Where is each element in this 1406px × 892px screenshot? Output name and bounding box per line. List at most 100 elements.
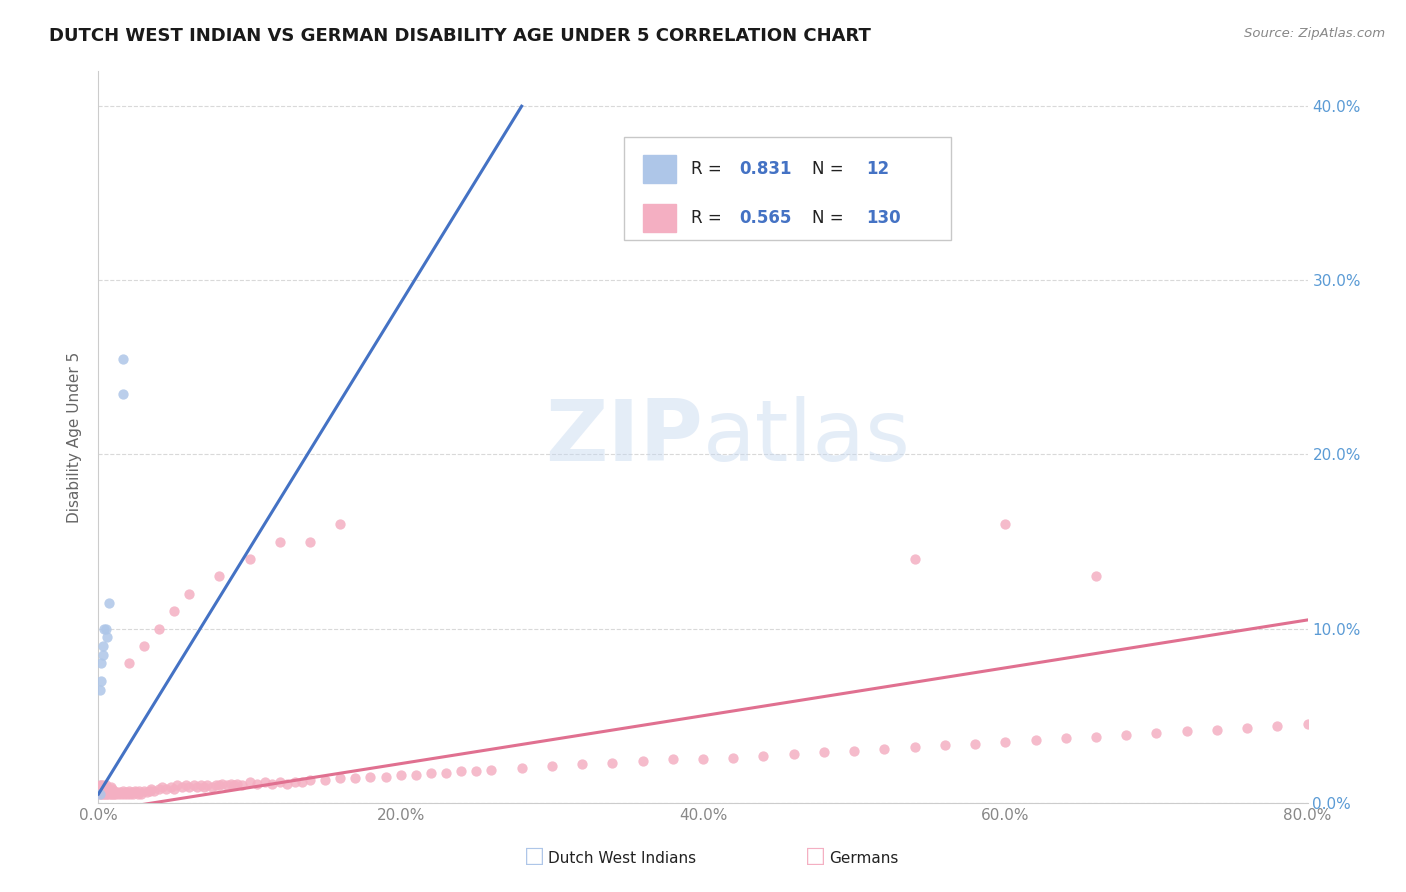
Point [329, 772, 352, 786]
Point [166, 778, 188, 792]
Text: 130: 130 [866, 210, 901, 227]
Point [420, 766, 443, 780]
Point [101, 781, 124, 796]
Point [90, 787, 112, 801]
Point [148, 622, 170, 636]
Point [291, 775, 314, 789]
Point [98, 783, 121, 797]
Point [91, 778, 114, 792]
Point [94, 787, 117, 801]
Point [215, 778, 238, 792]
Point [103, 787, 125, 801]
Point [201, 780, 224, 794]
Point [121, 785, 143, 799]
Point [105, 785, 128, 799]
Point [143, 783, 166, 797]
Point [107, 787, 129, 801]
Point [231, 778, 253, 792]
Text: R =: R = [690, 210, 727, 227]
Point [481, 763, 503, 777]
Point [96, 781, 118, 796]
Point [1175, 724, 1198, 739]
Point [844, 743, 866, 757]
Point [262, 777, 284, 791]
Point [299, 773, 322, 788]
Text: 0.565: 0.565 [740, 210, 792, 227]
Point [1085, 569, 1108, 583]
Point [179, 587, 201, 601]
Point [96, 631, 118, 645]
Point [127, 787, 149, 801]
Point [163, 781, 186, 796]
Point [91, 783, 114, 797]
Point [360, 770, 382, 784]
Point [269, 775, 291, 789]
Point [1085, 730, 1108, 744]
Bar [643, 204, 676, 232]
Text: N =: N = [811, 161, 849, 178]
Point [160, 780, 183, 794]
Text: 12: 12 [866, 161, 890, 178]
Point [128, 783, 150, 797]
Point [276, 777, 298, 791]
Point [190, 778, 212, 792]
Point [994, 517, 1017, 532]
Point [132, 639, 155, 653]
Point [101, 787, 124, 801]
Point [155, 781, 177, 796]
Point [239, 775, 262, 789]
Point [602, 756, 624, 770]
Point [120, 787, 142, 801]
Point [174, 778, 197, 792]
Point [118, 783, 141, 797]
Point [1144, 726, 1167, 740]
Point [112, 787, 135, 801]
Point [135, 785, 157, 799]
Point [111, 351, 134, 366]
Point [631, 754, 654, 768]
Point [434, 766, 457, 780]
Point [344, 772, 367, 786]
Point [1236, 721, 1258, 735]
Point [170, 780, 193, 794]
Point [752, 748, 775, 763]
Point [205, 778, 228, 792]
Point [873, 741, 896, 756]
Point [111, 783, 134, 797]
Point [94, 783, 117, 797]
Point [89, 778, 111, 792]
Text: DUTCH WEST INDIAN VS GERMAN DISABILITY AGE UNDER 5 CORRELATION CHART: DUTCH WEST INDIAN VS GERMAN DISABILITY A… [49, 27, 872, 45]
Point [94, 622, 117, 636]
Point [90, 657, 112, 671]
Bar [643, 155, 676, 183]
Point [224, 778, 246, 792]
Point [661, 752, 683, 766]
Point [1206, 723, 1229, 737]
Point [91, 639, 114, 653]
Point [1054, 731, 1077, 746]
Point [93, 622, 115, 636]
Point [284, 775, 307, 789]
Point [374, 770, 396, 784]
Text: ZIP: ZIP [546, 395, 703, 479]
Point [269, 534, 291, 549]
Point [1296, 717, 1319, 731]
Y-axis label: Disability Age Under 5: Disability Age Under 5 [67, 351, 83, 523]
Point [211, 777, 233, 791]
Point [163, 604, 186, 618]
Point [93, 787, 115, 801]
Point [571, 757, 593, 772]
Point [141, 781, 163, 796]
Point [994, 735, 1017, 749]
Point [89, 682, 111, 697]
Point [139, 783, 162, 797]
Bar [624, 137, 950, 240]
Point [723, 750, 745, 764]
Text: N =: N = [811, 210, 849, 227]
Point [1267, 719, 1289, 733]
Point [510, 761, 533, 775]
Point [186, 780, 208, 794]
Point [90, 778, 112, 792]
Point [226, 777, 249, 791]
Point [98, 787, 121, 801]
